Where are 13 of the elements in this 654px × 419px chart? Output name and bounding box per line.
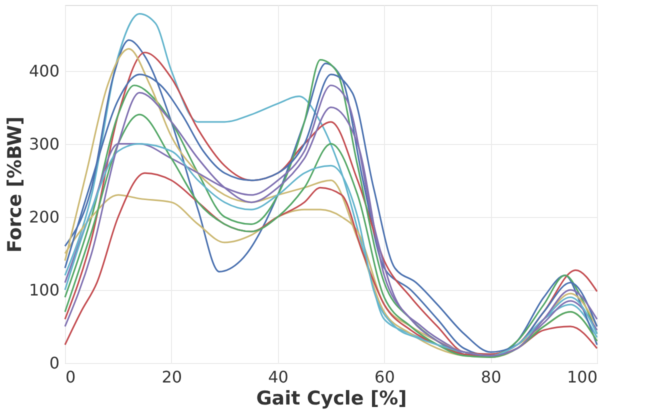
x-tick-label: 20 xyxy=(162,368,182,386)
y-tick-label: 200 xyxy=(28,207,60,226)
x-tick-label: 80 xyxy=(480,368,502,386)
y-tick-label: 100 xyxy=(28,280,60,300)
x-tick-label: 100 xyxy=(566,368,598,386)
x-tick-label: 40 xyxy=(268,368,288,386)
y-tick-label: 400 xyxy=(28,61,60,80)
x-axis-title: Gait Cycle [%] xyxy=(256,388,407,410)
y-tick-label: 0 xyxy=(49,354,60,372)
x-tick-label: 60 xyxy=(374,368,395,386)
y-axis-title: Force [%BW] xyxy=(4,116,26,253)
y-tick-label: 300 xyxy=(28,134,60,154)
x-tick-label: 0 xyxy=(66,368,76,386)
